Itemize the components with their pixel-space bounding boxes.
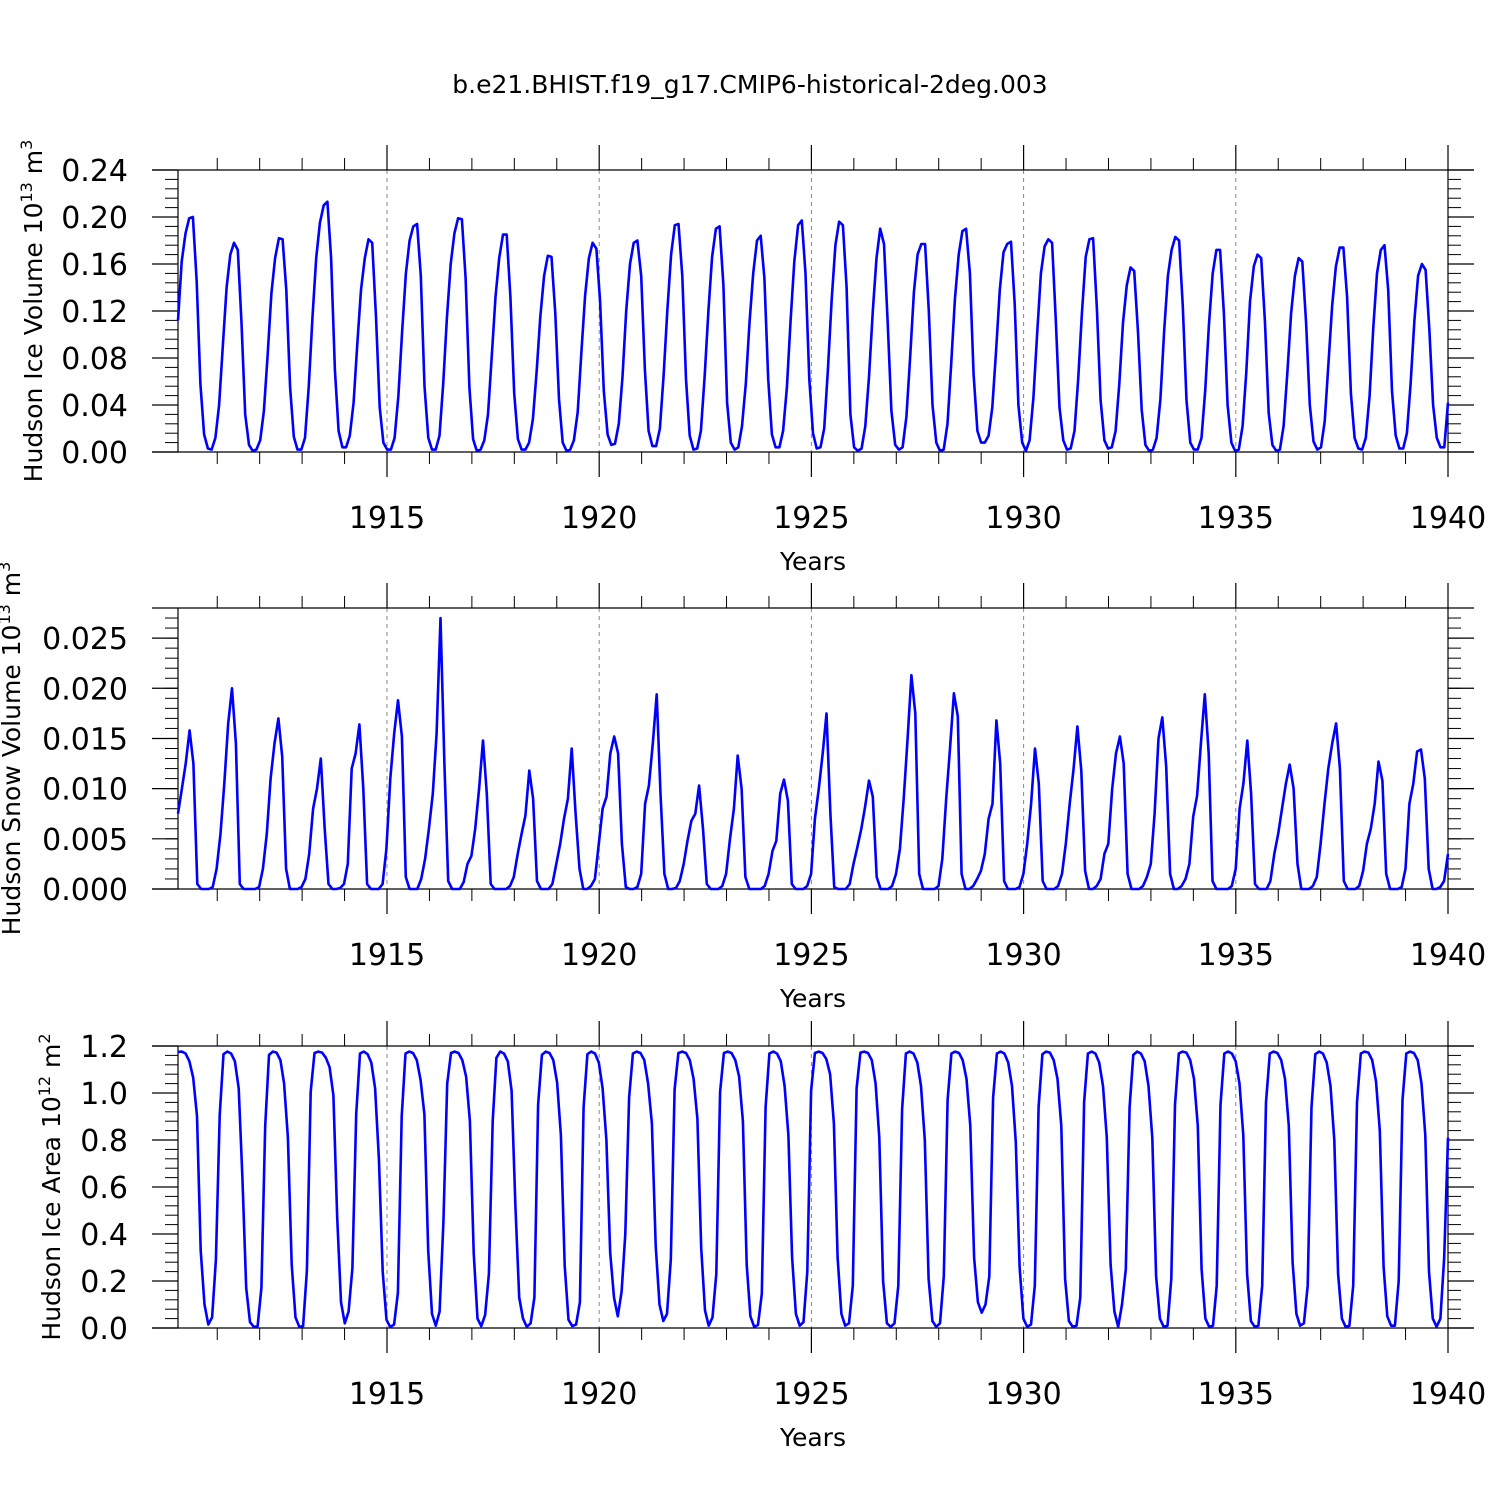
- y-tick-label: 0.16: [61, 248, 128, 283]
- x-axis-label: Years: [779, 1423, 846, 1452]
- y-axis-label: Hudson Snow Volume 1013 m3: [0, 562, 26, 936]
- y-tick-label: 0.6: [80, 1171, 128, 1206]
- y-tick-label: 0.08: [61, 342, 128, 377]
- x-axis-label: Years: [779, 547, 846, 576]
- x-tick-label: 1940: [1410, 938, 1486, 973]
- y-tick-label: 0.24: [61, 154, 128, 189]
- x-tick-label: 1940: [1410, 501, 1486, 536]
- page-title: b.e21.BHIST.f19_g17.CMIP6-historical-2de…: [452, 70, 1048, 99]
- x-tick-label: 1915: [349, 501, 425, 536]
- x-tick-label: 1920: [561, 938, 637, 973]
- x-tick-label: 1920: [561, 501, 637, 536]
- x-tick-label: 1925: [773, 1377, 849, 1412]
- y-tick-label: 0.020: [42, 672, 128, 707]
- panel-ice-volume: 0.00 0.04 0.08 0.12 0.16 0.20 0.24 1915 1920 1925…: [17, 140, 1486, 576]
- x-tick-label: 1925: [773, 938, 849, 973]
- series-line: [176, 616, 1450, 891]
- x-tick-label: 1925: [773, 501, 849, 536]
- panel-ice-area: 0.0 0.2 0.4 0.6 0.8 1.0 1.2 1915 1920 1925 1930 193…: [35, 1021, 1486, 1452]
- y-tick-label: 0.8: [80, 1124, 128, 1159]
- y-axis-label: Hudson Ice Area 1012 m2: [35, 1033, 66, 1340]
- y-tick-label: 0.04: [61, 389, 128, 424]
- x-tick-label: 1915: [349, 938, 425, 973]
- y-tick-label: 0.20: [61, 201, 128, 236]
- y-tick-label: 0.4: [80, 1218, 128, 1253]
- y-tick-label: 0.005: [42, 823, 128, 858]
- x-tick-label: 1935: [1198, 1377, 1274, 1412]
- x-tick-label: 1915: [349, 1377, 425, 1412]
- y-tick-label: 0.00: [61, 436, 128, 471]
- y-axis-label: Hudson Ice Volume 1013 m3: [17, 140, 48, 483]
- x-tick-label: 1930: [985, 501, 1061, 536]
- x-tick-label: 1920: [561, 1377, 637, 1412]
- y-tick-label: 0.12: [61, 295, 128, 330]
- y-tick-label: 0.000: [42, 873, 128, 908]
- y-tick-label: 0.2: [80, 1265, 128, 1300]
- y-tick-label: 1.2: [80, 1030, 128, 1065]
- x-tick-label: 1930: [985, 1377, 1061, 1412]
- x-tick-label: 1935: [1198, 938, 1274, 973]
- x-tick-label: 1930: [985, 938, 1061, 973]
- panel-snow-volume: 0.000 0.005 0.010 0.015 0.020 0.025 1915 1920 19…: [0, 562, 1486, 1013]
- x-tick-label: 1935: [1198, 501, 1274, 536]
- y-tick-label: 1.0: [80, 1077, 128, 1112]
- y-tick-label: 0.0: [80, 1312, 128, 1347]
- y-tick-label: 0.010: [42, 773, 128, 808]
- series-line: [176, 200, 1450, 453]
- y-tick-label: 0.015: [42, 722, 128, 757]
- y-tick-label: 0.025: [42, 622, 128, 657]
- x-axis-label: Years: [779, 984, 846, 1013]
- x-tick-label: 1940: [1410, 1377, 1486, 1412]
- series-line: [177, 1050, 1450, 1329]
